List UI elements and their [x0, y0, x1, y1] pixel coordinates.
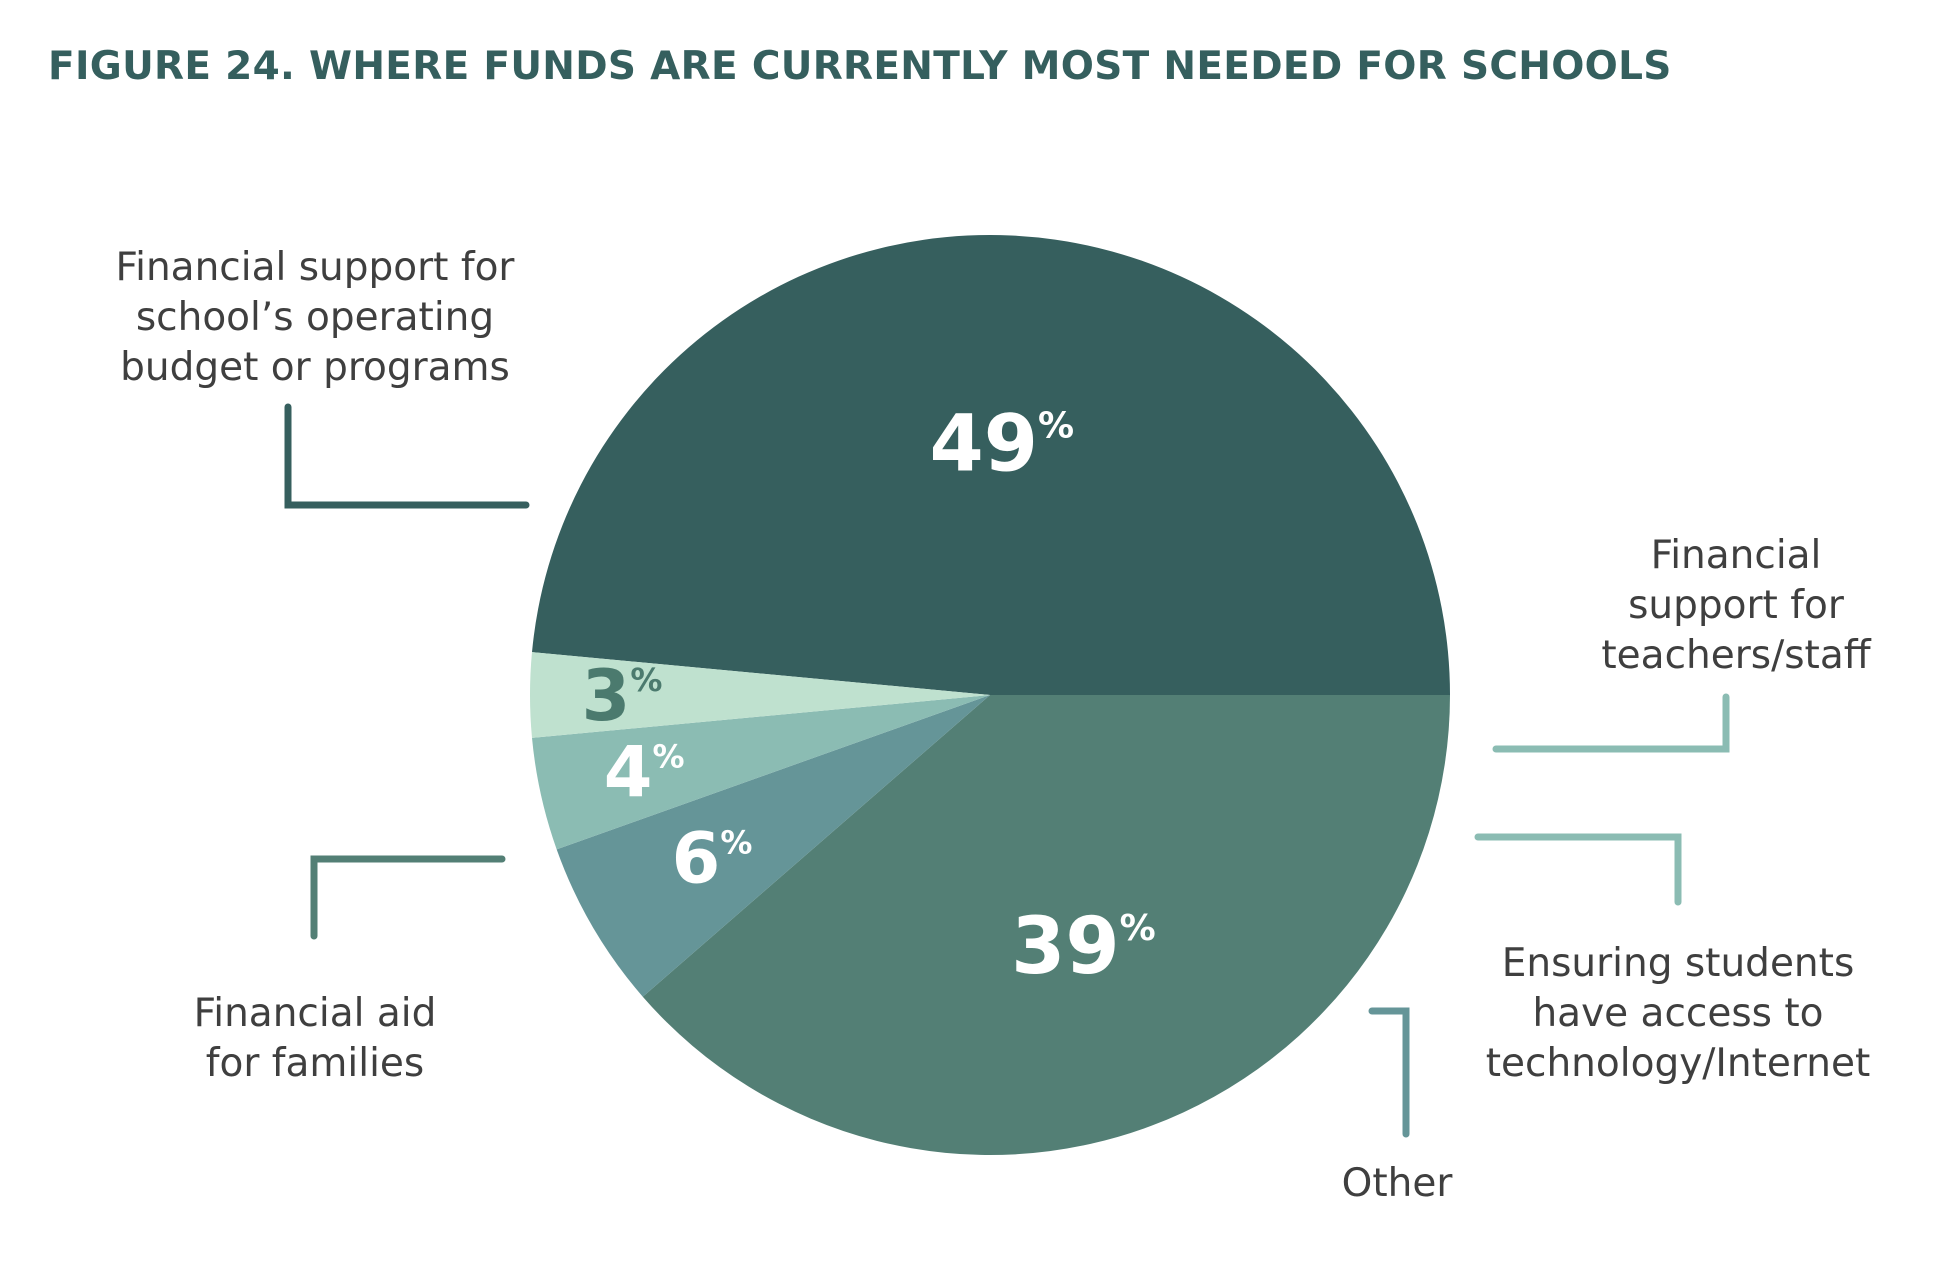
pie-slice-ensuring-students-have-access-to-technology-internet [532, 695, 990, 850]
chart-title: FIGURE 24. WHERE FUNDS ARE CURRENTLY MOS… [48, 44, 1672, 89]
pie-slice-financial-support-for-teachers-staff [529, 652, 990, 738]
pie-slice-financial-support-for-school-s-operating-budget-or-programs [532, 234, 1450, 695]
slice-value-label: 6% [672, 818, 753, 900]
callout-label-financial-support-for-school-s-operating-budget-or-programs: Financial support for school’s operating b… [116, 245, 516, 390]
leader-line-ensuring-students-have-access-to-technology-internet [1474, 833, 1682, 906]
slice-value-label: 4% [604, 732, 685, 814]
slice-value-labels: 49% 39% 6%4%3% [582, 399, 1156, 992]
slice-callout-labels: Financial support for school’s operating b… [116, 245, 1872, 1206]
leader-lines [284, 403, 1730, 1138]
callout-label-ensuring-students-have-access-to-technology-internet: Ensuring students have access to technolog… [1486, 941, 1871, 1086]
callout-label-financial-support-for-teachers-staff: Financial support for teachers/staff [1601, 533, 1871, 678]
slice-value-label: 49% [929, 399, 1074, 489]
pie-slice-other [556, 695, 990, 997]
callout-label-financial-aid-for-families: Financial aid for families [194, 991, 437, 1086]
pie-slices [529, 234, 1450, 1156]
leader-line-financial-aid-for-families [310, 855, 506, 940]
slice-value-label: 3% [582, 655, 663, 737]
slice-value-label: 39% [1011, 902, 1156, 992]
leader-line-financial-support-for-school-s-operating-budget-or-programs [284, 403, 530, 509]
leader-line-financial-support-for-teachers-staff [1492, 693, 1730, 753]
callout-label-other: Other [1342, 1161, 1454, 1206]
pie-slice-financial-aid-for-families [642, 695, 1450, 1156]
leader-line-other [1368, 1007, 1410, 1138]
